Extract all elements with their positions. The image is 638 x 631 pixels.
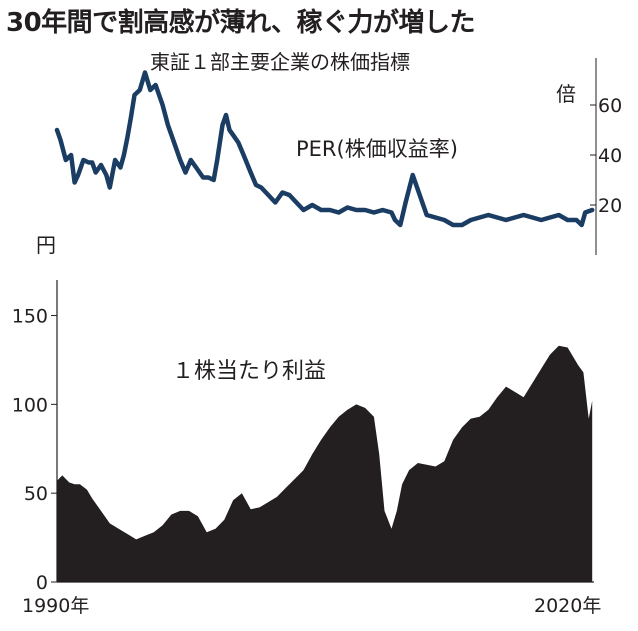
eps-series-area — [57, 345, 593, 582]
eps-tick-label: 0 — [36, 572, 48, 594]
per-series-label: PER(株価収益率) — [296, 137, 458, 161]
eps-chart: 円 0 50 100 150 １株当たり利益 1990年 2020年 — [12, 233, 602, 617]
x-tick-label-end: 2020年 — [534, 595, 601, 617]
per-series-line — [54, 70, 595, 228]
eps-unit-label: 円 — [36, 233, 56, 257]
per-tick-label: 40 — [598, 145, 622, 167]
eps-tick-label: 150 — [12, 306, 48, 328]
eps-y-ticks: 0 50 100 150 — [12, 306, 57, 594]
chart-subtitle: 東証１部主要企業の株価指標 — [150, 50, 410, 74]
per-y-ticks: 20 40 60 — [590, 95, 622, 217]
headline: 30年間で割高感が薄れ、稼ぐ力が増した — [6, 8, 475, 38]
eps-tick-label: 50 — [24, 483, 48, 505]
eps-tick-label: 100 — [12, 394, 48, 416]
per-unit-label: 倍 — [556, 82, 576, 106]
x-tick-label-start: 1990年 — [22, 595, 89, 617]
per-chart: 20 40 60 倍 PER(株価収益率) — [54, 58, 622, 255]
per-tick-label: 20 — [598, 195, 622, 217]
per-tick-label: 60 — [598, 95, 622, 117]
eps-series-label: １株当たり利益 — [172, 359, 326, 384]
